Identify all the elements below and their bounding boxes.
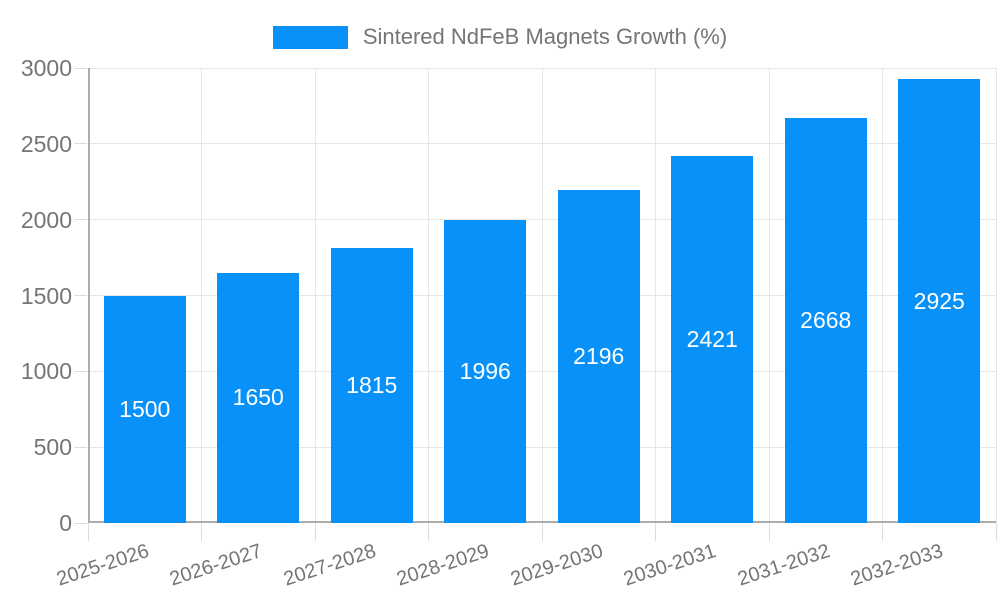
bar: 1996 [444, 220, 527, 523]
legend-series-label: Sintered NdFeB Magnets Growth (%) [362, 24, 728, 49]
y-tick-label: 500 [33, 434, 72, 461]
v-gridline [428, 68, 429, 523]
v-gridline [201, 68, 202, 523]
bar-value-label: 1996 [459, 358, 511, 385]
x-tick-mark [428, 523, 429, 541]
y-axis-line [88, 68, 90, 523]
chart-legend: Sintered NdFeB Magnets Growth (%) [0, 24, 1000, 50]
y-tick-label: 0 [59, 510, 72, 536]
y-tick-mark [74, 219, 87, 221]
v-gridline [995, 68, 997, 523]
bar-value-label: 1500 [119, 395, 171, 422]
y-tick-label: 2500 [20, 130, 72, 157]
bar: 1500 [103, 295, 186, 523]
v-gridline [768, 68, 770, 523]
y-tick-label: 1500 [20, 282, 72, 309]
bar: 1650 [217, 272, 300, 523]
v-gridline [541, 68, 543, 523]
bar: 2925 [898, 79, 981, 523]
x-tick-mark [882, 523, 883, 541]
v-gridline [882, 68, 883, 523]
x-tick-mark [655, 523, 656, 541]
x-tick-mark [541, 523, 543, 541]
x-tick-mark [768, 523, 770, 541]
y-tick-mark [74, 67, 87, 69]
y-tick-mark [74, 295, 87, 296]
bar: 1815 [330, 247, 413, 523]
y-tick-mark [74, 370, 87, 372]
x-tick-mark [314, 523, 316, 541]
bar: 2668 [784, 118, 867, 523]
y-tick-mark [74, 522, 87, 524]
plot-area: 1500 1650 1815 1996 2196 2421 2668 2925 [88, 67, 997, 523]
x-tick-mark [201, 523, 202, 541]
bar-value-label: 2421 [686, 325, 738, 352]
x-tick-mark [995, 523, 997, 541]
bar-value-label: 1815 [346, 371, 398, 398]
bar-value-label: 2196 [573, 342, 625, 369]
y-tick-mark [74, 446, 87, 448]
y-tick-label: 3000 [20, 55, 72, 81]
v-gridline [314, 68, 316, 523]
v-gridline [655, 68, 656, 523]
bar: 2196 [557, 189, 640, 523]
y-tick-mark [74, 143, 87, 145]
legend-swatch-icon [272, 25, 348, 49]
bar-value-label: 2925 [913, 287, 965, 314]
bar: 2421 [671, 155, 754, 523]
x-axis-line [88, 521, 996, 523]
x-tick-mark [87, 523, 89, 541]
bar-value-label: 2668 [800, 307, 852, 334]
y-tick-label: 2000 [20, 206, 72, 233]
y-tick-label: 1000 [20, 358, 72, 385]
bar-value-label: 1650 [232, 384, 284, 411]
